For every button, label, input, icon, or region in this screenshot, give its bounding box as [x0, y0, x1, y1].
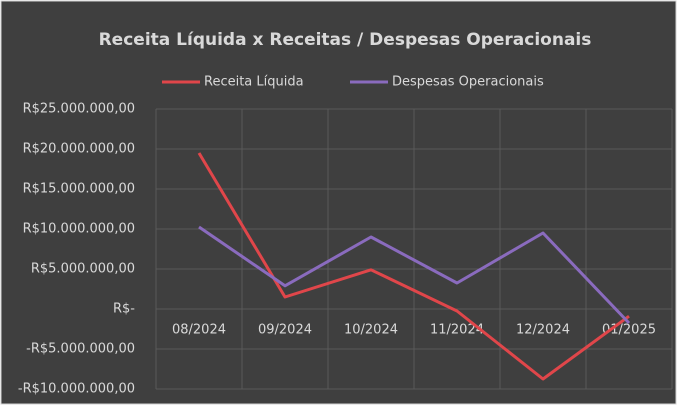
x-tick-label: 11/2024: [430, 323, 484, 338]
y-tick-label: R$5.000.000,00: [31, 262, 135, 277]
y-tick-label: R$10.000.000,00: [23, 222, 135, 237]
x-tick-label: 09/2024: [258, 323, 312, 338]
legend-label: Receita Líquida: [204, 75, 304, 90]
x-tick-label: 08/2024: [172, 323, 226, 338]
x-tick-label: 12/2024: [516, 323, 570, 338]
y-tick-label: R$15.000.000,00: [23, 182, 135, 197]
legend-label: Despesas Operacionais: [392, 75, 544, 90]
y-tick-label: R$-: [113, 302, 135, 317]
y-tick-label: R$20.000.000,00: [23, 142, 135, 157]
series-line: [197, 152, 630, 381]
y-tick-label: -R$10.000.000,00: [18, 382, 135, 397]
series-line: [198, 225, 631, 325]
y-tick-label: R$25.000.000,00: [23, 102, 135, 117]
x-tick-label: 10/2024: [344, 323, 398, 338]
chart-title: Receita Líquida x Receitas / Despesas Op…: [99, 30, 592, 50]
y-tick-label: -R$5.000.000,00: [26, 342, 135, 357]
